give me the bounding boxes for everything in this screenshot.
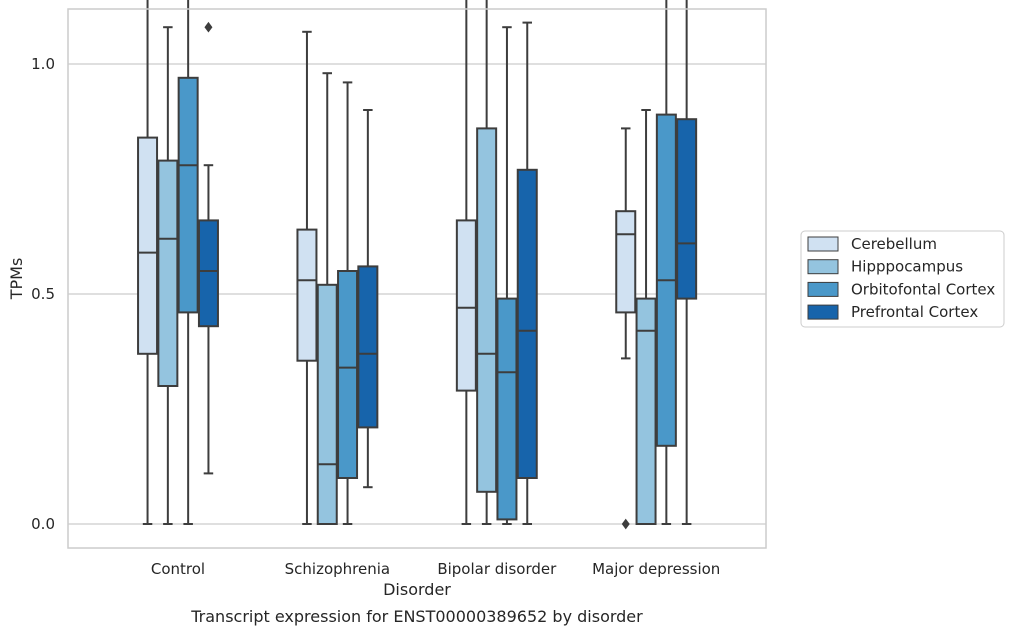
box-iqr — [357, 265, 379, 429]
box-iqr — [676, 118, 698, 300]
box-iqr — [455, 219, 477, 392]
box-orbitofontal-cortex — [655, 0, 677, 525]
legend-swatch — [807, 259, 839, 275]
x-tick-label: Bipolar disorder — [437, 560, 557, 578]
box-hipppocampus — [316, 72, 338, 525]
x-tick-label: Control — [151, 560, 205, 578]
box-orbitofontal-cortex — [337, 81, 359, 525]
box-iqr — [316, 283, 338, 525]
box-hipppocampus — [635, 109, 657, 525]
legend-label: Cerebellum — [851, 235, 937, 253]
y-tick-label: 0.0 — [31, 515, 55, 533]
chart-caption: Transcript expression for ENST0000038965… — [190, 607, 643, 626]
legend-swatch — [807, 236, 839, 252]
legend-label: Orbitofontal Cortex — [851, 280, 995, 298]
box-iqr — [615, 210, 637, 314]
outlier-marker — [204, 21, 213, 33]
box-cerebellum — [137, 0, 159, 525]
box-iqr — [177, 76, 199, 314]
box-iqr — [296, 228, 318, 362]
x-tick-label: Major depression — [592, 560, 720, 578]
box-cerebellum — [455, 0, 477, 525]
legend: Cerebellum Hipppocampus Orbitofontal Corte… — [800, 230, 1005, 328]
legend-swatch — [807, 304, 839, 320]
box-iqr — [197, 219, 219, 328]
box-iqr — [476, 127, 498, 493]
box-prefrontal-cortex — [197, 21, 219, 475]
box-orbitofontal-cortex — [177, 0, 199, 525]
box-prefrontal-cortex — [357, 109, 379, 489]
legend-label: Prefrontal Cortex — [851, 303, 978, 321]
y-tick-label: 1.0 — [31, 55, 55, 73]
box-prefrontal-cortex — [676, 0, 698, 525]
x-axis-label: Disorder — [383, 580, 451, 599]
legend-label: Hipppocampus — [851, 258, 963, 276]
box-cerebellum — [615, 127, 637, 530]
box-prefrontal-cortex — [516, 21, 538, 525]
legend-frame — [800, 230, 1005, 328]
outlier-marker — [621, 518, 630, 530]
box-hipppocampus — [476, 0, 498, 525]
y-axis-ticks: 0.00.51.01.52.0 — [31, 55, 55, 533]
x-axis-ticks: Control Schizophrenia Bipolar disorder Majo… — [151, 560, 720, 578]
x-tick-label: Schizophrenia — [285, 560, 390, 578]
box-series — [137, 0, 698, 530]
plot-area-frame — [67, 8, 767, 549]
box-orbitofontal-cortex — [496, 26, 518, 525]
box-iqr — [516, 168, 538, 480]
box-cerebellum — [296, 30, 318, 525]
y-tick-label: 0.5 — [31, 285, 55, 303]
box-iqr — [337, 270, 359, 479]
box-iqr — [157, 159, 179, 387]
box-iqr — [137, 136, 159, 355]
box-hipppocampus — [157, 26, 179, 525]
y-axis-label: TPMs — [7, 258, 26, 301]
legend-swatch — [807, 281, 839, 297]
box-iqr — [635, 297, 657, 525]
box-iqr — [496, 297, 518, 521]
